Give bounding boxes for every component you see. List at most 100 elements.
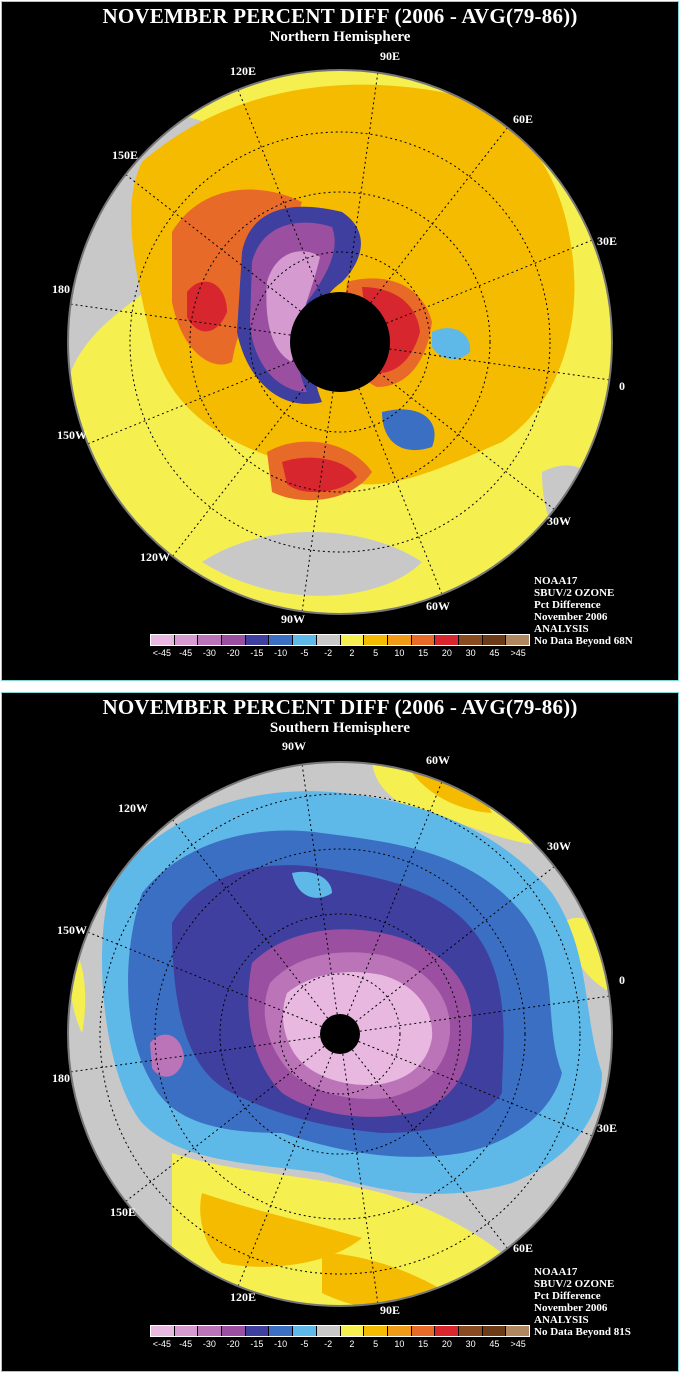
lon-label: 90W [282,739,306,753]
lon-label: 60E [513,1241,534,1255]
meridian-line [359,995,610,1032]
info-line: November 2006 [534,1302,608,1314]
lon-label: 180 [52,282,70,296]
legend-swatch [340,635,365,645]
meridians [70,72,610,612]
polar-no-data-disk [290,292,390,392]
legend-tick-label: -20 [226,1339,240,1349]
meridian-line [386,239,593,324]
legend-swatch [482,1326,507,1336]
lon-label: 150E [112,148,139,162]
southern-hemisphere-panel: NOVEMBER PERCENT DIFF (2006 - AVG(79-86)… [1,692,679,1372]
legend-swatch [506,635,529,645]
southern-color-legend: <-45 -45 -30 -20 -15 -10 -5 -2 2 5 10 15 20 30 45 >45 [150,1325,530,1349]
info-line: Pct Difference [534,1290,601,1302]
info-line: SBUV/2 OZONE [534,587,615,599]
meridian-line [347,781,443,1016]
legend-swatch [151,635,175,645]
northern-info-block: NOAA17 SBUV/2 OZONE Pct Difference Novem… [534,575,633,647]
legend-swatch [364,635,388,645]
meridian-line [389,348,610,381]
legend-swatch [316,635,341,645]
lon-label: 60E [513,112,534,126]
northern-hemisphere-panel: NOVEMBER PERCENT DIFF (2006 - AVG(79-86)… [1,1,679,681]
legend-tick-label: -45 [179,648,193,658]
legend-swatch [435,1326,459,1336]
lon-label: 120E [230,64,257,78]
legend-swatch [293,635,317,645]
lon-label: 120E [230,1290,257,1304]
legend-swatch [435,635,459,645]
info-line: ANALYSIS [534,1314,589,1326]
legend-tick-label: 20 [441,1339,452,1349]
polar-no-data-disk [320,1014,360,1054]
legend-tick-label: -30 [202,1339,216,1349]
meridian-line [125,1045,325,1202]
legend-swatch [174,1326,199,1336]
legend-swatch [198,1326,223,1336]
legend-tick-label: -15 [250,1339,264,1349]
info-line: November 2006 [534,611,608,623]
meridian-line [172,381,310,557]
legend-swatch [151,1326,175,1336]
meridian-line [358,388,443,595]
legend-swatch [340,1326,365,1336]
lon-label: 90E [380,49,401,63]
meridian-line [172,819,329,1019]
info-line: No Data Beyond 68N [534,635,633,647]
legend-swatch [174,635,199,645]
legend-swatch [482,635,507,645]
legend-tick-label: -30 [202,648,216,658]
legend-swatch [364,1326,388,1336]
legend-swatches [150,634,530,646]
legend-swatch [245,1326,270,1336]
legend-tick-label: 15 [418,648,429,658]
northern-subtitle: Northern Hemisphere [269,29,411,45]
legend-swatch [269,635,294,645]
legend-tick-label: <-45 [152,1339,171,1349]
legend-swatch [458,1326,483,1336]
legend-swatch [506,1326,529,1336]
legend-tick-label: 30 [465,1339,476,1349]
legend-swatch [269,1326,294,1336]
legend-tick-label: 45 [489,648,500,658]
southern-subtitle: Southern Hemisphere [269,720,411,736]
legend-tick-label: 20 [441,648,452,658]
legend-tick-label: -45 [179,1339,193,1349]
southern-info-block: NOAA17 SBUV/2 OZONE Pct Difference Novem… [534,1266,631,1338]
graticule [99,793,581,1275]
southern-title: NOVEMBER PERCENT DIFF (2006 - AVG(79-86)… [102,695,578,719]
legend-tick-label: -2 [324,648,333,658]
lon-label: 150W [57,923,87,937]
lon-label: 30W [547,839,571,853]
legend-ticks: <-45 -45 -30 -20 -15 -10 -5 -2 2 5 10 15 20 30 45 >45 [150,648,530,658]
legend-swatch [293,1326,317,1336]
lon-label: 30E [597,234,618,248]
legend-tick-label: -10 [274,1339,288,1349]
meridian-line [379,372,555,510]
legend-tick-label: 10 [394,648,405,658]
legend-swatch [458,635,483,645]
legend-tick-label: >45 [510,1339,526,1349]
graticule [129,131,551,553]
legend-swatch [198,635,223,645]
northern-ozone-map [67,69,613,615]
lon-label: 120W [118,801,148,815]
legend-swatch [411,1326,436,1336]
legend-swatch [222,635,246,645]
info-line: ANALYSIS [534,623,589,635]
legend-tick-label: 2 [349,648,355,658]
legend-swatch [411,635,436,645]
legend-tick-label: 30 [465,648,476,658]
map-border [67,69,613,615]
meridian-line [301,391,334,612]
northern-color-legend: <-45 -45 -30 -20 -15 -10 -5 -2 2 5 10 15 20 30 45 >45 [150,634,530,658]
info-line: No Data Beyond 81S [534,1326,631,1338]
legend-tick-label: 2 [349,1339,355,1349]
legend-tick-label: -5 [300,648,309,658]
legend-swatch [245,635,270,645]
lon-label: 60W [426,599,450,613]
meridian-line [125,174,301,312]
legend-tick-label: 5 [373,648,379,658]
lon-label: 0 [619,379,625,393]
